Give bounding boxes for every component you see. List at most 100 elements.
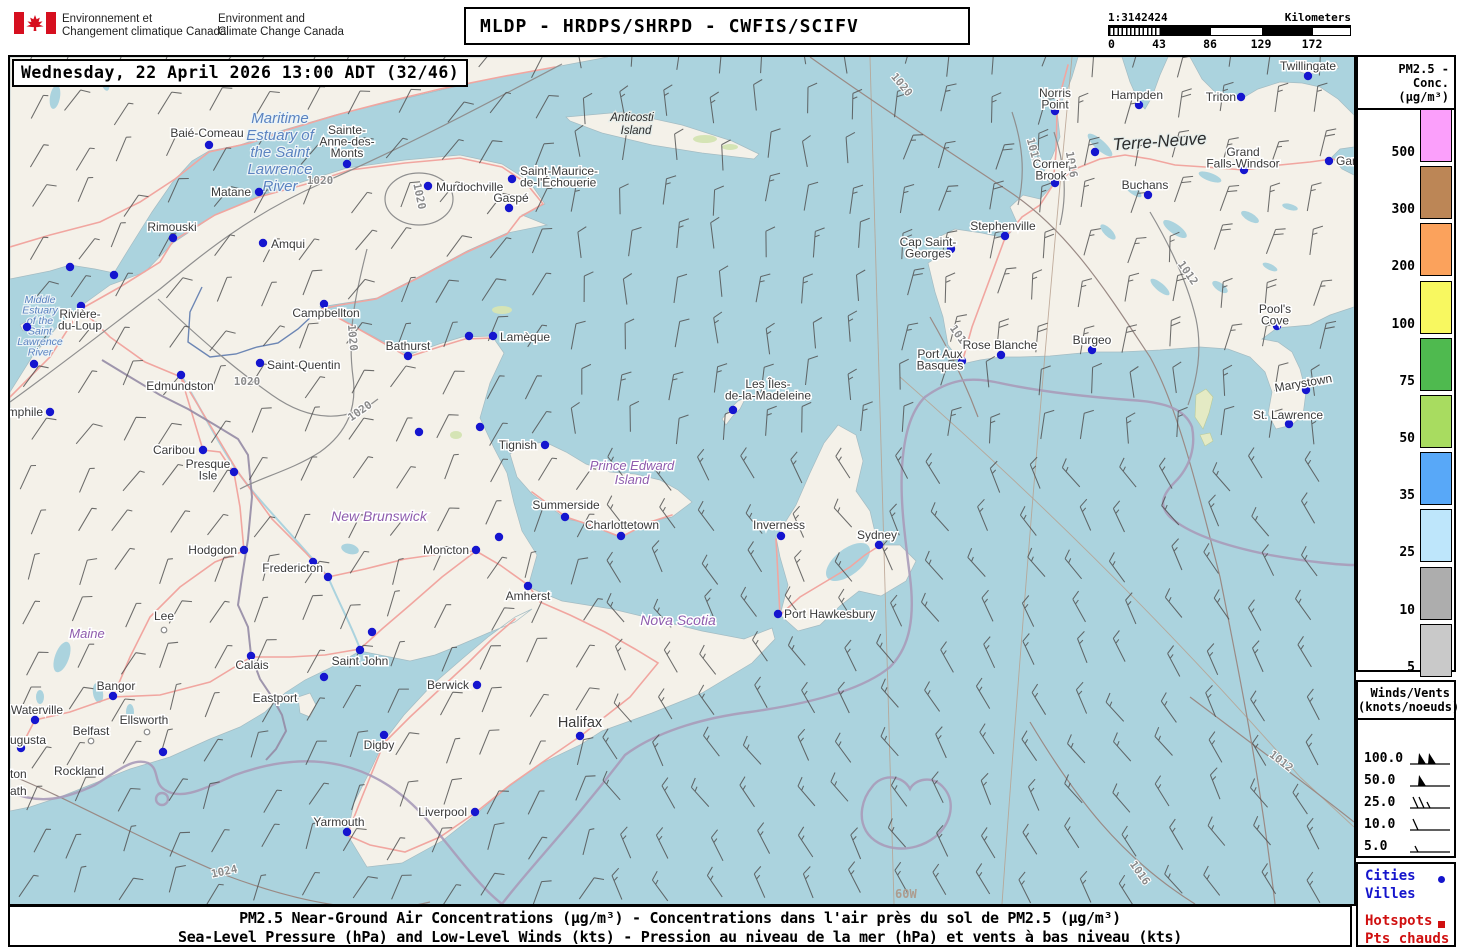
wind-barb (1061, 458, 1081, 488)
wind-barb (113, 102, 134, 126)
wind-barb (1077, 92, 1089, 123)
city-label: Eastport (253, 691, 298, 705)
wind-barb (583, 271, 594, 303)
wind-barb (347, 90, 371, 115)
road (9, 66, 556, 248)
isobar-line (929, 316, 979, 418)
wind-barb-icon (1410, 845, 1450, 853)
wind-barb (437, 507, 460, 532)
green-area (693, 135, 717, 143)
water-body-label: River (262, 178, 298, 195)
city-label: Triton (1206, 90, 1236, 104)
city-label: Twillingate (1280, 59, 1336, 73)
wind-barb (1248, 447, 1263, 479)
wind-barb (654, 460, 672, 491)
wind-barb (940, 641, 954, 673)
wind-barb (434, 604, 452, 629)
city-dot (728, 405, 738, 415)
wind-barb (675, 414, 689, 445)
wind-barb (698, 684, 715, 716)
wind-speed-label: 50.0 (1364, 773, 1396, 788)
wind-barb (1027, 547, 1046, 577)
wind-barb (527, 324, 548, 348)
city-label: St. Lawrence (1253, 408, 1323, 422)
wind-barb (1021, 730, 1038, 761)
wind-barb (294, 513, 311, 539)
wind-barb (209, 330, 236, 352)
wind-barb (300, 144, 323, 165)
wind-barb (32, 280, 59, 302)
city-dot (239, 545, 249, 555)
city-dot (204, 140, 214, 150)
wind-barb (833, 498, 853, 528)
lake (1122, 180, 1142, 198)
city-label: Tignish (499, 438, 537, 452)
wind-barb (253, 189, 272, 213)
wind-barb (902, 134, 924, 160)
wind-barb (1208, 731, 1223, 763)
wind-barb (847, 368, 857, 401)
wind-barb (1250, 778, 1268, 808)
city-label: Baié-Comeau (170, 126, 243, 140)
road (80, 308, 660, 736)
scale-tick: 43 (1152, 37, 1166, 51)
wind-barb (575, 687, 600, 711)
wind-barb (1306, 871, 1321, 904)
wind-barb (704, 588, 716, 621)
wind-barb (251, 407, 272, 433)
wind-barb (975, 677, 991, 709)
pm25-legend-rule (1358, 108, 1454, 110)
pm25-level-label: 50 (1399, 431, 1415, 446)
lake (1100, 224, 1116, 240)
city-dot (1143, 190, 1153, 200)
lake (1212, 280, 1228, 294)
wind-barb (1169, 818, 1184, 850)
wind-barb (577, 226, 587, 258)
wind-barb (480, 872, 505, 896)
scale-seg-black2 (1262, 28, 1313, 35)
pm25-swatch-25 (1420, 509, 1452, 563)
city-label: Falls-Windsor (1206, 157, 1279, 171)
map[interactable]: 1020 1020 1020 1020 1020 1020 1024 1016 1012 1012… (0, 32, 1378, 909)
isobar-line (157, 298, 379, 417)
wind-barb (663, 641, 678, 673)
wind-barb (602, 770, 621, 801)
wind-barb (1306, 817, 1320, 850)
city-label: Caribou (153, 443, 195, 457)
city-dot (1303, 71, 1313, 81)
scale-tick-labels: 0 43 86 129 172 (1108, 36, 1351, 51)
wind-barb-icon (1410, 796, 1450, 809)
scale-tick: 129 (1250, 37, 1272, 51)
city-dot (504, 203, 514, 213)
city-label: Isle (199, 469, 218, 483)
wind-barb (77, 643, 95, 668)
wind-barb (77, 370, 98, 394)
wind-barb (1121, 324, 1138, 353)
wind-barb (860, 401, 873, 432)
wind-barb (71, 595, 93, 622)
wind-barb (202, 781, 220, 810)
wind-barb (1220, 405, 1235, 436)
wind-barb (792, 505, 805, 538)
wind-barb (1309, 225, 1324, 255)
wind-speed-label: 25.0 (1364, 795, 1396, 810)
wind-barb (1021, 595, 1035, 627)
wind-barb (489, 91, 512, 114)
cities-label-en: Cities (1365, 868, 1416, 884)
city-label: Hampden (1111, 88, 1163, 102)
isobar-line (1053, 131, 1065, 226)
wind-barb (880, 678, 899, 708)
wind-barb (65, 833, 82, 859)
wind-barb (1037, 128, 1049, 160)
city-label: Matane (211, 185, 251, 199)
wind-barb (1313, 82, 1328, 112)
city-dot (342, 827, 352, 837)
city-label: Ellsworth (120, 713, 169, 727)
wind-barb (1112, 783, 1131, 813)
city-label: Buchans (1122, 178, 1169, 192)
wind-barb (1261, 863, 1277, 895)
wind-barb (989, 180, 1004, 210)
city-dot (488, 331, 498, 341)
city-label: Gander (1336, 154, 1354, 168)
